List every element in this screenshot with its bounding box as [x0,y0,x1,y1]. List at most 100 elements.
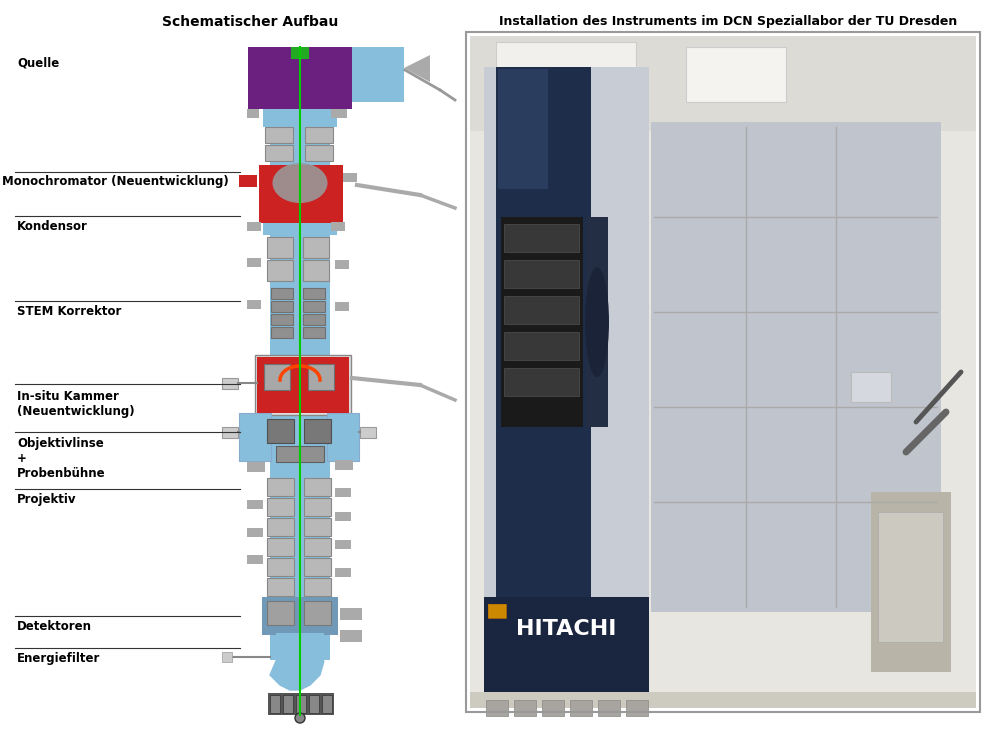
Bar [257,357,349,413]
Bar [504,224,579,252]
Bar [586,217,608,427]
Bar [276,633,324,661]
Text: Kondensor: Kondensor [17,220,88,233]
Bar [267,558,294,576]
Bar [267,237,293,258]
Bar [304,518,331,536]
Bar [271,288,293,299]
Bar [470,36,976,708]
Bar [335,540,351,549]
Bar [303,288,325,299]
Bar [267,478,294,496]
Bar [484,597,649,692]
Bar [486,700,508,716]
Text: Projektiv: Projektiv [17,493,76,506]
Bar [851,372,891,402]
Bar [303,301,325,312]
Bar [322,695,332,713]
Bar [267,538,294,556]
Bar [470,692,976,708]
Bar [267,518,294,536]
Bar [542,700,564,716]
Bar [871,492,951,672]
Bar [496,42,636,112]
Bar [264,364,290,390]
Bar [331,222,345,231]
Bar [470,36,976,131]
Bar [335,460,353,470]
Bar [878,512,943,642]
Bar [304,578,331,596]
Bar [570,700,592,716]
Bar [267,260,293,281]
Bar [360,427,376,438]
Text: In-situ Kammer
(Neuentwicklung): In-situ Kammer (Neuentwicklung) [17,390,135,418]
Bar [598,700,620,716]
Bar [304,498,331,516]
Bar [466,32,980,712]
Bar [309,695,319,713]
Text: Objektivlinse
+
Probenbühne: Objektivlinse + Probenbühne [17,437,106,480]
Bar [268,693,334,715]
Bar [267,601,294,625]
Bar [247,500,263,509]
Bar [255,355,351,415]
Bar [265,127,293,143]
Bar [304,478,331,496]
Bar [303,314,325,325]
Bar [222,427,238,438]
Bar [504,332,579,360]
Bar [308,364,334,390]
Bar [271,327,293,338]
Bar [248,47,352,109]
Bar [239,175,257,187]
Text: Detektoren: Detektoren [17,620,92,633]
Bar [304,538,331,556]
Bar [501,217,583,427]
Text: HITACHI: HITACHI [515,619,616,639]
Bar [276,446,324,462]
Bar [247,258,261,267]
Bar [504,368,579,396]
Bar [303,237,329,258]
Bar [305,145,333,161]
Bar [247,300,261,309]
Bar [335,512,351,521]
Bar [263,109,337,127]
Circle shape [295,713,305,723]
Bar [466,32,980,712]
Bar [247,462,265,472]
Polygon shape [270,661,324,690]
Bar [304,558,331,576]
Bar [267,419,294,443]
Bar [267,578,294,596]
Bar [303,327,325,338]
Text: Installation des Instruments im DCN Speziallabor der TU Dresden: Installation des Instruments im DCN Spez… [498,15,957,28]
Bar [291,47,309,59]
Bar [488,604,506,618]
Bar [331,109,347,118]
Bar [262,597,338,635]
Ellipse shape [585,267,609,377]
Bar [504,260,579,288]
Bar [271,314,293,325]
Bar [686,47,786,102]
Bar [327,413,359,461]
Polygon shape [404,55,430,82]
Bar [259,165,343,223]
Bar [651,122,941,612]
Bar [263,223,337,235]
Bar [488,604,506,618]
Bar [270,47,330,660]
Bar [335,568,351,577]
Text: Energiefilter: Energiefilter [17,652,100,665]
Ellipse shape [273,163,327,203]
Bar [304,601,331,625]
Bar [626,700,648,716]
Bar [222,652,232,662]
Bar [247,555,263,564]
Bar [267,498,294,516]
Bar [265,145,293,161]
Bar [496,67,591,597]
Bar [335,302,349,311]
